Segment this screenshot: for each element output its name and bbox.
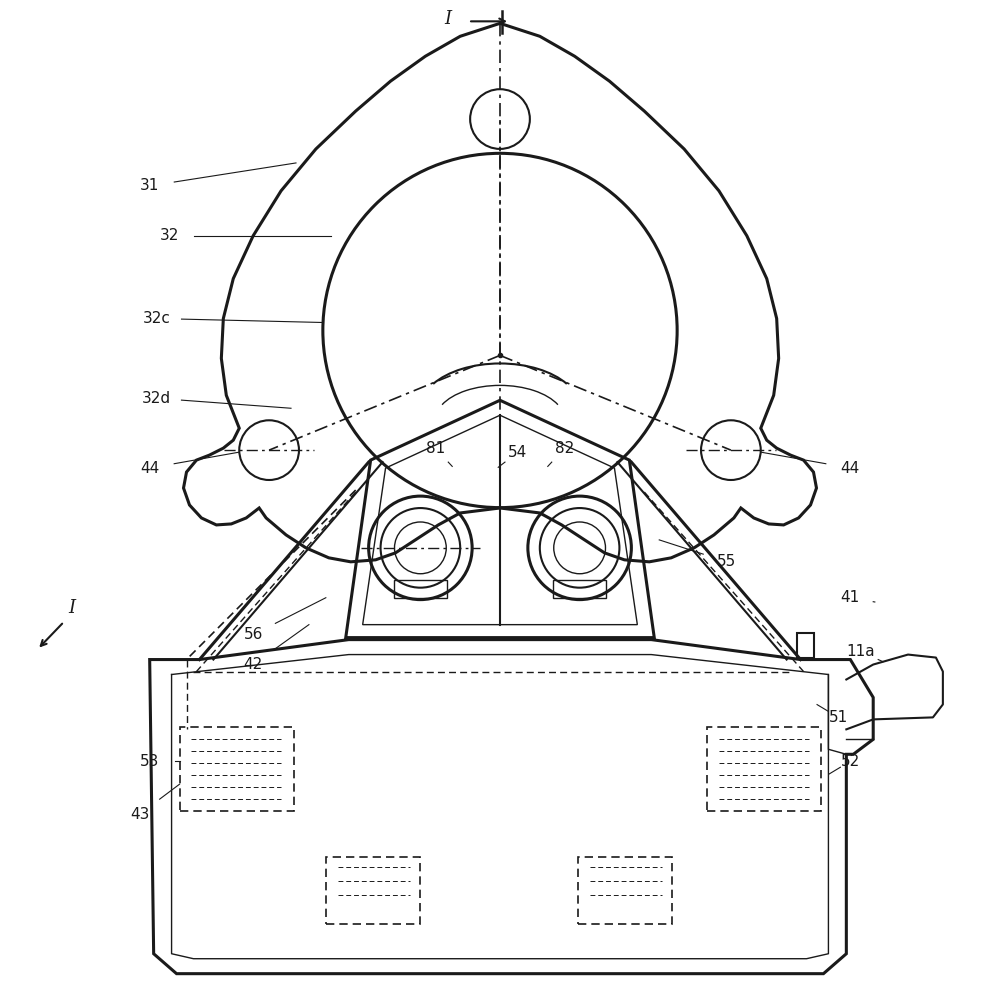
Text: 11a: 11a	[846, 644, 875, 659]
Text: 54: 54	[508, 445, 528, 460]
Bar	[326, 857, 420, 924]
Text: 44: 44	[140, 461, 159, 476]
Text: 32d: 32d	[142, 391, 171, 406]
Text: 81: 81	[426, 441, 445, 456]
Bar	[797, 633, 814, 658]
Text: 31: 31	[140, 179, 159, 194]
Text: 42: 42	[244, 657, 263, 672]
Text: 43: 43	[130, 806, 149, 821]
Text: 44: 44	[841, 461, 860, 476]
Text: 51: 51	[829, 710, 848, 725]
Bar	[553, 580, 606, 598]
Text: 52: 52	[841, 753, 860, 768]
Text: 53: 53	[140, 753, 159, 768]
Bar	[707, 728, 821, 811]
Text: I: I	[68, 599, 76, 617]
Text: 41: 41	[841, 590, 860, 605]
Text: I: I	[445, 10, 452, 28]
Bar	[578, 857, 672, 924]
Text: 82: 82	[555, 441, 574, 456]
Text: 32c: 32c	[143, 311, 171, 326]
Bar	[394, 580, 447, 598]
Text: 32: 32	[160, 229, 179, 244]
Text: 56: 56	[243, 627, 263, 642]
Text: 55: 55	[717, 554, 737, 569]
Bar	[180, 728, 294, 811]
